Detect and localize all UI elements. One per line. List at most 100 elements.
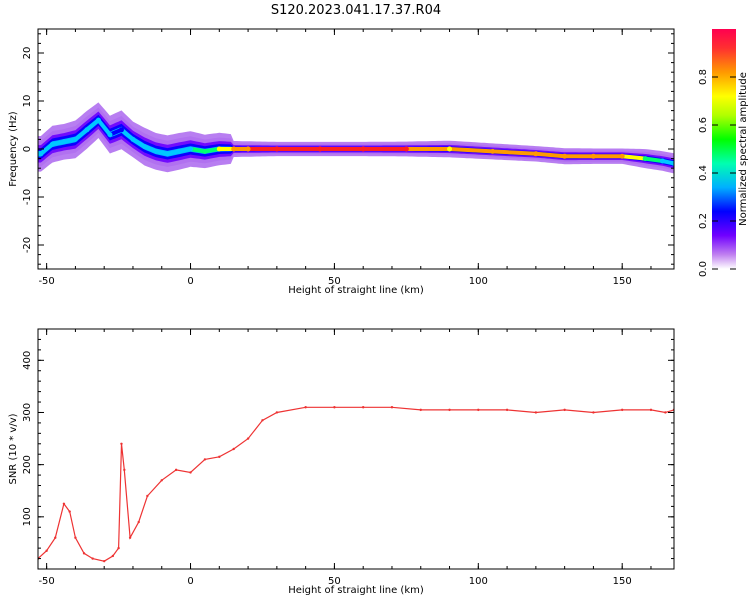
spectrogram-ridge-point [141, 144, 147, 150]
spectrogram-x-tick-label: 100 [469, 276, 488, 287]
spectrogram-ridge-segment [643, 156, 665, 163]
snr-point [45, 549, 48, 552]
colorbar-ticks: 0.0 0.2 0.4 0.6 0.8 [698, 69, 736, 277]
spectrogram-ridge-point [245, 146, 251, 152]
spectrogram-ridge-point [533, 151, 539, 157]
snr-panel: -50 0 50 100 150 100 200 300 400 Height of strai… [8, 328, 675, 596]
snr-point [117, 546, 120, 550]
snr-y-tick-label: 400 [22, 351, 33, 370]
snr-point [137, 520, 140, 524]
snr-point [649, 408, 653, 412]
spectrogram-ridge-point [72, 136, 78, 142]
snr-point [419, 408, 422, 412]
spectrogram-ridge-point [590, 153, 596, 159]
snr-marks [38, 406, 674, 563]
spectrogram-ridge-point [360, 146, 366, 152]
colorbar-label: Normalized spectral amplitude [738, 72, 749, 226]
spectrogram-ridge-point [84, 127, 90, 133]
spectrogram-ridge-segment [620, 154, 648, 161]
spectrogram-ridge-point [118, 127, 124, 133]
spectrogram-ridge-point [49, 141, 55, 147]
snr-point [390, 406, 394, 409]
spectrogram-x-tick-label: -50 [38, 276, 54, 287]
snr-point [102, 559, 106, 563]
spectrogram-ridge-point [216, 146, 222, 152]
spectrogram-ridge-point [165, 151, 171, 157]
snr-x-tick-label: 100 [469, 576, 488, 587]
snr-point [232, 447, 235, 451]
snr-point [505, 408, 509, 412]
spectrogram-ridge-point [61, 139, 67, 145]
spectrogram-ridge-point [619, 153, 625, 159]
snr-y-label: SNR (10 * v/v) [8, 413, 19, 484]
spectrogram-ridge-segment [490, 149, 538, 156]
spectrogram-y-tick-label: -10 [22, 189, 33, 205]
snr-point [189, 471, 192, 474]
spectrogram-ridge-point [231, 146, 237, 152]
snr-point [203, 458, 207, 461]
snr-point [246, 437, 250, 440]
snr-point [68, 510, 71, 513]
spectrogram-ridge-point [130, 136, 136, 142]
snr-point [534, 411, 538, 414]
snr-point [123, 468, 126, 472]
snr-point [477, 408, 480, 412]
snr-point [361, 406, 365, 409]
colorbar-tick-label: 0.6 [698, 117, 709, 133]
snr-point [218, 455, 221, 459]
spectrogram-y-tick-label: 10 [22, 95, 33, 108]
spectrogram-x-label: Height of straight line (km) [288, 285, 424, 296]
spectrogram-x-tick-label: 150 [613, 276, 632, 287]
snr-point [563, 408, 566, 412]
snr-x-tick-label: 50 [328, 576, 341, 587]
spectrogram-ridge-point [38, 151, 44, 157]
spectrogram-ridge-point [317, 146, 323, 152]
spectrogram-y-tick-label: 0 [22, 146, 33, 152]
spectrogram-ridge-point [107, 132, 113, 138]
spectrogram-ticks: -50 0 50 100 150 -20 -10 0 10 20 [22, 29, 674, 287]
snr-point [62, 502, 66, 505]
spectrogram-ridge-segment [447, 147, 495, 154]
snr-point [275, 411, 279, 414]
snr-point [111, 554, 115, 558]
snr-point [174, 468, 178, 472]
spectrogram-panel: -50 0 50 100 150 -20 -10 0 10 20 Height of straig… [8, 28, 675, 296]
snr-point [91, 557, 94, 560]
snr-point [664, 411, 667, 414]
colorbar-tick-label: 0.8 [698, 69, 709, 85]
spectrogram-x-tick-label: 0 [187, 276, 193, 287]
spectrogram-ridge-point [490, 148, 496, 154]
spectrogram-ridge-point [447, 146, 453, 152]
spectrogram-ridge-point [403, 146, 409, 152]
snr-x-label: Height of straight line (km) [288, 585, 424, 596]
spectrogram-y-label: Frequency (Hz) [8, 111, 19, 187]
snr-point [160, 479, 163, 482]
spectrogram-ridge-point [642, 156, 648, 162]
spectrogram-x-tick-label: 50 [328, 276, 341, 287]
spectrogram-ridge-segment [96, 118, 112, 137]
snr-point [146, 494, 149, 498]
colorbar-tick-label: 0.4 [698, 165, 709, 181]
spectrogram-y-tick-label: -20 [22, 237, 33, 253]
snr-line [38, 406, 674, 562]
snr-point [82, 552, 86, 555]
colorbar-tick-label: 0.0 [698, 261, 709, 277]
snr-point [74, 536, 77, 539]
snr-point [261, 419, 264, 422]
colorbar: 0.0 0.2 0.4 0.6 0.8 Normalized spectral ampl… [698, 29, 749, 277]
colorbar-gradient [712, 29, 736, 269]
chart-title: S120.2023.041.17.37.R04 [271, 3, 441, 18]
snr-point [304, 406, 307, 409]
spectrogram-ridge-point [188, 146, 194, 152]
spectrogram-ridge-point [562, 153, 568, 159]
spectrogram-ridge-point [659, 158, 665, 164]
spectrogram-ridge-segment [533, 151, 567, 159]
snr-x-tick-label: -50 [38, 576, 54, 587]
spectrogram-y-tick-label: 20 [22, 47, 33, 60]
snr-y-tick-label: 300 [22, 403, 33, 422]
spectrogram-ridge-point [153, 148, 159, 154]
spectrogram-ridge-point [202, 148, 208, 154]
snr-point [120, 442, 123, 445]
snr-point [448, 408, 451, 412]
